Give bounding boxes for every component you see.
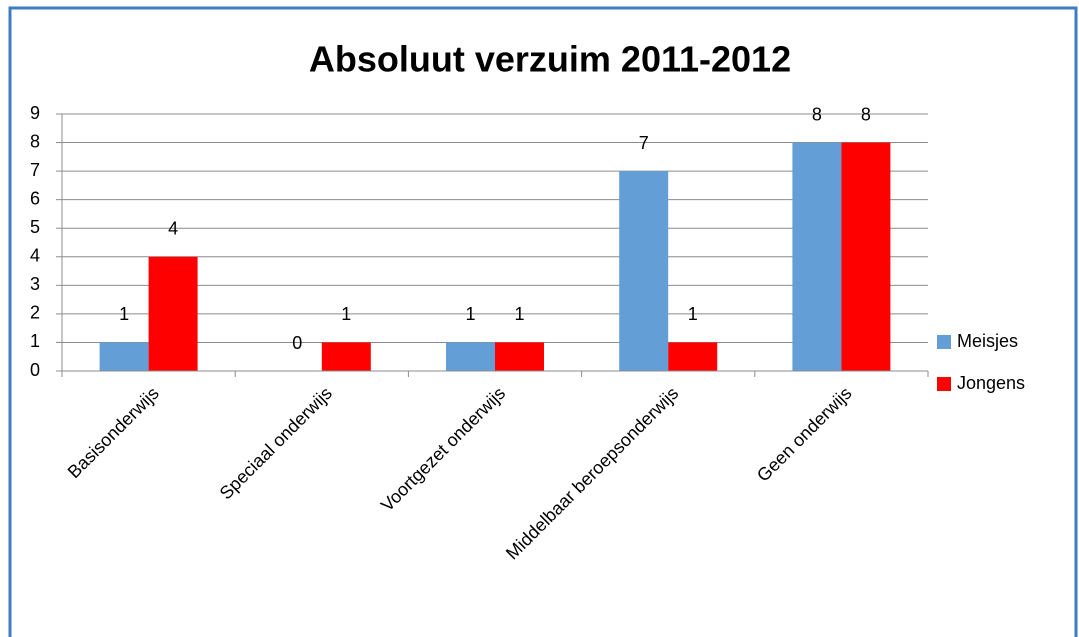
data-label: 1: [514, 304, 524, 324]
data-label: 7: [639, 133, 649, 153]
data-label: 1: [119, 304, 129, 324]
data-label: 1: [341, 304, 351, 324]
data-label: 8: [861, 104, 871, 124]
y-tick-label: 0: [30, 360, 40, 380]
y-tick-label: 6: [30, 188, 40, 208]
legend-swatch: [937, 377, 951, 391]
y-tick-label: 8: [30, 131, 40, 151]
data-label: 1: [465, 304, 475, 324]
y-tick-label: 2: [30, 303, 40, 323]
legend-label: Jongens: [957, 373, 1025, 393]
legend-swatch: [937, 335, 951, 349]
y-tick-label: 1: [30, 331, 40, 351]
y-tick-label: 4: [30, 246, 40, 266]
bar: [841, 142, 891, 371]
legend-label: Meisjes: [957, 331, 1018, 351]
data-label: 8: [812, 104, 822, 124]
bar: [668, 342, 718, 371]
data-label: 1: [688, 304, 698, 324]
bar: [446, 342, 495, 371]
bar: [321, 342, 371, 371]
bar: [99, 342, 149, 371]
data-label: 0: [292, 333, 302, 353]
y-tick-label: 5: [30, 217, 40, 237]
bar: [495, 342, 544, 371]
y-tick-label: 3: [30, 274, 40, 294]
bar: [792, 142, 842, 371]
y-tick-label: 7: [30, 160, 40, 180]
data-label: 4: [168, 219, 178, 239]
chart-title: Absoluut verzuim 2011-2012: [309, 39, 791, 80]
bar: [619, 171, 669, 371]
bar: [148, 256, 198, 371]
y-tick-label: 9: [30, 103, 40, 123]
